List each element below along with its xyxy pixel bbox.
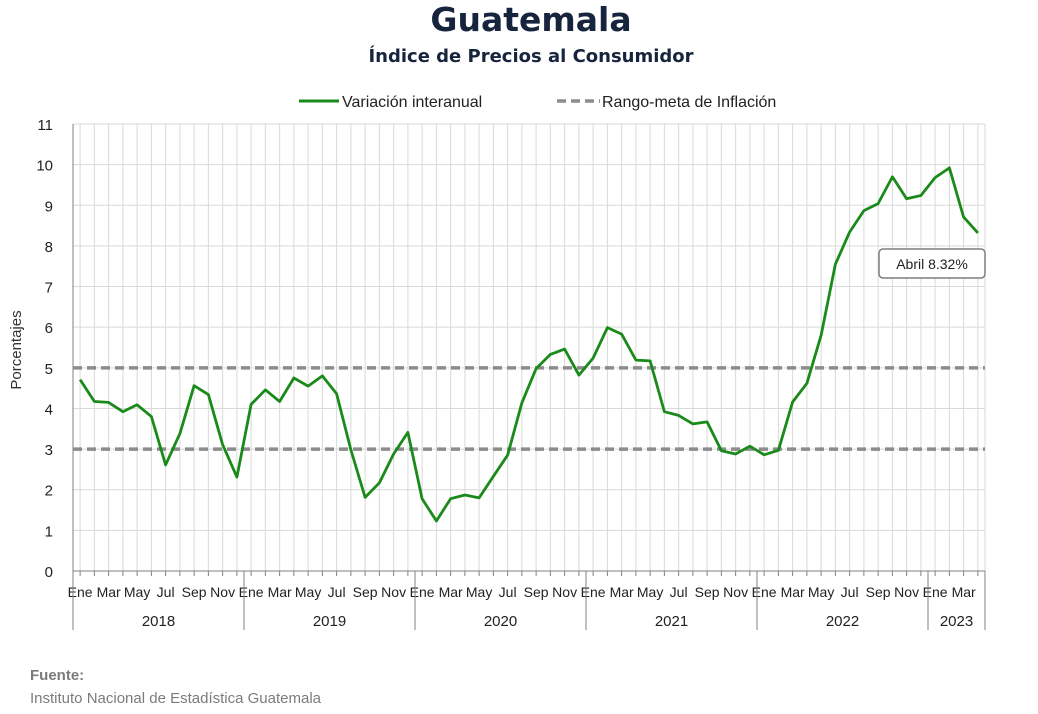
x-tick-label: Jul [499,584,517,600]
x-tick-label: Sep [524,584,549,600]
x-tick-label: Sep [695,584,720,600]
annotation-label: Abril 8.32% [896,256,968,272]
chart-subtitle: Índice de Precios al Consumidor [368,46,694,67]
y-tick-label: 0 [45,564,53,581]
y-tick-label: 2 [45,483,53,500]
y-tick-label: 3 [45,442,53,459]
y-tick-label: 9 [45,198,53,215]
x-tick-label: Sep [353,584,378,600]
x-tick-label: Mar [952,584,976,600]
x-tick-label: Ene [923,584,948,600]
series-line-variacion [78,166,979,523]
y-tick-label: 7 [45,280,53,297]
legend: Variación interanual Rango-meta de Inflac… [299,94,776,111]
x-tick-label: May [466,584,492,600]
x-axis: Ene Mar May Jul Sep Nov Ene Mar May Jul Sep Nov Ene M… [68,570,986,630]
year-label: 2023 [940,613,973,630]
y-tick-label: 1 [45,523,53,540]
y-axis-ticks: 0 1 2 3 4 5 6 7 8 9 10 11 [36,117,53,581]
source-label: Fuente: [30,667,85,684]
annotations: Abril 8.32% [878,248,986,279]
x-tick-label: Ene [68,584,93,600]
annotation-box [878,248,986,279]
year-label: 2019 [313,613,346,630]
x-tick-label: Nov [894,584,919,600]
x-tick-label: Mar [781,584,805,600]
legend-label-rango: Rango-meta de Inflación [602,94,776,111]
x-tick-label: Nov [723,584,748,600]
x-tick-label: Nov [552,584,577,600]
grid-lines [72,123,986,572]
source-text: Instituto Nacional de Estadística Guatem… [30,690,321,707]
y-tick-label: 11 [37,117,53,134]
x-tick-label: Mar [439,584,463,600]
y-tick-label: 6 [45,320,53,337]
x-tick-label: Mar [610,584,634,600]
year-label: 2022 [826,613,859,630]
x-tick-label: Nov [381,584,406,600]
x-tick-label: Jul [157,584,175,600]
x-tick-label: Mar [97,584,121,600]
y-tick-label: 10 [36,158,53,175]
x-tick-label: Jul [670,584,688,600]
legend-label-variacion: Variación interanual [342,94,482,111]
x-tick-label: May [808,584,834,600]
x-tick-label: Ene [581,584,606,600]
x-tick-label: Sep [182,584,207,600]
x-tick-label: May [637,584,663,600]
y-tick-label: 4 [45,401,53,418]
x-tick-label: Ene [239,584,264,600]
y-tick-label: 5 [45,361,53,378]
y-axis-label: Porcentajes [8,310,25,389]
x-tick-label: Ene [752,584,777,600]
x-tick-label: May [295,584,321,600]
y-tick-label: 8 [45,239,53,256]
x-tick-label: Jul [841,584,859,600]
x-tick-label: Ene [410,584,435,600]
x-tick-label: Sep [866,584,891,600]
chart-title: Guatemala [430,0,632,39]
year-label: 2018 [142,613,175,630]
series-lines [78,166,979,523]
target-range-lines [73,366,985,451]
x-tick-label: May [124,584,150,600]
x-tick-label: Jul [328,584,346,600]
year-label: 2020 [484,613,517,630]
x-tick-label: Mar [268,584,292,600]
year-label: 2021 [655,613,688,630]
x-tick-label: Nov [210,584,235,600]
